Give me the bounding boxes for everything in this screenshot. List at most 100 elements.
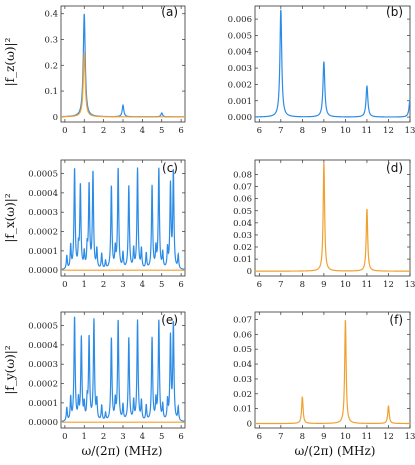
panel-a-xtick-label: 1	[82, 126, 87, 136]
panel-e-series-blue	[60, 316, 186, 423]
panel-d-xtick-label: 10	[340, 280, 351, 290]
panel-a-ytick-label: 0.1	[44, 87, 58, 97]
panel-f-plot: 6 7 8 9 10 11 12 13 0 0.01 0.02 0.03 0.04 0.05 0.06 0.0…	[233, 311, 415, 442]
panel-d-ytick-label: 0.06	[233, 195, 252, 205]
panel-c-ytick-label: 0.0002	[28, 228, 58, 238]
panel-c-ytick-label: 0.0001	[28, 247, 58, 257]
panel-b-xtick-label: 9	[321, 126, 326, 136]
panel-a-label: (a)	[161, 5, 178, 19]
panel-d-ytick-label: 0.04	[233, 219, 252, 229]
panel-a-xtick-label: 6	[178, 126, 183, 136]
panel-e-xtick-label: 5	[159, 432, 164, 442]
panel-a-xtick-label: 4	[140, 126, 145, 136]
panel-c-xtick-label: 4	[140, 280, 145, 290]
panel-d-ytick-label: 0.05	[233, 207, 252, 217]
panel-e-ytick-label: 0.0001	[28, 399, 58, 409]
panel-b-xtick-label: 13	[405, 126, 415, 136]
panel-b-ytick-label: 0.003	[228, 64, 252, 74]
panel-d-xtick-label: 13	[405, 280, 415, 290]
panel-c-ytick-label: 0.0004	[28, 189, 58, 199]
panel-e-ytick-label: 0.0004	[28, 341, 58, 351]
panel-d-xtick-label: 7	[278, 280, 283, 290]
panel-f-ytick-label: 0.01	[233, 405, 252, 415]
panel-e-xtick-label: 4	[140, 432, 145, 442]
panel-c-plot: 0 1 2 3 4 5 6 0.0000 0.0001 0.0002 0.0003 0.0004 0.0…	[28, 159, 186, 290]
panel-d-ytick-label: 0.07	[233, 183, 252, 193]
panel-c-xtick-label: 1	[82, 280, 87, 290]
panel-c-ytick-label: 0.0000	[28, 266, 58, 276]
panel-e-xlabel: ω/(2π) (MHz)	[82, 444, 163, 458]
panel-d-xtick-label: 9	[321, 280, 326, 290]
panel-d-label: (d)	[386, 161, 403, 175]
panel-e-ytick-label: 0.0000	[28, 418, 58, 428]
panel-c: 0 1 2 3 4 5 6 0.0000 0.0001 0.0002 0.0003 0.0004 0.0…	[28, 159, 186, 290]
panel-f-xlabel: ω/(2π) (MHz)	[295, 444, 376, 458]
panel-f-xtick-label: 10	[340, 432, 351, 442]
panel-e-ytick-label: 0.0002	[28, 380, 58, 390]
panel-c-series-blue	[60, 167, 186, 271]
panel-c-label: (c)	[162, 161, 178, 175]
panel-f-ytick-label: 0.02	[233, 390, 252, 400]
panel-c-xtick-label: 6	[178, 280, 183, 290]
panel-d-xtick-label: 6	[257, 280, 262, 290]
panel-d-frame	[254, 159, 411, 277]
panel-b-xtick-label: 8	[300, 126, 305, 136]
panel-b-xtick-label: 6	[257, 126, 262, 136]
panel-a-ytick-label: 0.3	[44, 36, 58, 46]
panel-b-ytick-label: 0.005	[228, 31, 252, 41]
panel-a-xtick-label: 5	[159, 126, 164, 136]
panel-b-xtick-label: 10	[340, 126, 351, 136]
panel-e: 0 1 2 3 4 5 6 0.0000 0.0001 0.0002 0.0003 0.0004 0.0…	[28, 311, 186, 442]
panel-d-ytick-label: 0	[247, 267, 252, 277]
panel-b-xtick-label: 12	[383, 126, 394, 136]
panel-d: 6 7 8 9 10 11 12 13 0 0.01 0.02 0.03 0.04 0.05 0.06 0.0…	[233, 159, 415, 290]
panel-b-ytick-label: 0.004	[228, 48, 252, 58]
panel-b-frame	[254, 5, 411, 123]
panel-f-xtick-label: 13	[405, 432, 415, 442]
panel-e-label: (e)	[161, 313, 178, 327]
panel-f-xtick-label: 8	[300, 432, 305, 442]
panel-f-ytick-label: 0.06	[233, 330, 252, 340]
panel-a-series-orange	[61, 52, 185, 118]
panel-c-xtick-label: 3	[120, 280, 125, 290]
panel-f-xtick-label: 9	[321, 432, 326, 442]
panel-e-xtick-label: 1	[82, 432, 87, 442]
panel-a-xtick-label: 0	[62, 126, 67, 136]
panel-a-xtick-label: 2	[101, 126, 106, 136]
panel-f-series-orange	[255, 320, 410, 425]
panel-c-ytick-label: 0.0005	[28, 170, 58, 180]
panel-f-frame	[254, 311, 411, 429]
panel-f-label: (f)	[389, 313, 403, 327]
panel-e-xtick-label: 6	[178, 432, 183, 442]
panel-c-xtick-label: 5	[159, 280, 164, 290]
panel-d-xtick-label: 11	[362, 280, 373, 290]
panel-e-xtick-label: 2	[101, 432, 106, 442]
panel-a-ylabel: |f_z(ω)|²	[3, 37, 17, 86]
panel-a-ytick-label: 0.4	[44, 10, 58, 20]
panel-d-xtick-label: 8	[300, 280, 305, 290]
panel-d-ytick-label: 0.01	[233, 255, 252, 265]
panel-b-series-blue	[255, 9, 411, 118]
panel-d-plot: 6 7 8 9 10 11 12 13 0 0.01 0.02 0.03 0.04 0.05 0.06 0.0…	[233, 159, 415, 290]
panel-b-ytick-label: 0.006	[228, 15, 252, 25]
panel-b-xtick-label: 7	[278, 126, 283, 136]
panel-b-xtick-label: 11	[362, 126, 373, 136]
panel-c-ytick-label: 0.0003	[28, 208, 58, 218]
panel-d-ytick-label: 0.08	[233, 171, 252, 181]
panel-e-ylabel: |f_y(ω)|²	[3, 345, 17, 394]
panel-f-ytick-label: 0.03	[233, 375, 252, 385]
panel-f-xtick-label: 12	[383, 432, 394, 442]
panel-c-xtick-label: 0	[62, 280, 67, 290]
panel-b-plot: 6 7 8 9 10 11 12 13 0.000 0.001 0.002 0.003 0.004 0.0…	[228, 5, 415, 136]
panel-b-ytick-label: 0.002	[228, 80, 252, 90]
panel-a-ytick-label: 0	[53, 113, 58, 123]
panel-f-ytick-label: 0.07	[233, 315, 252, 325]
panel-f-xtick-label: 6	[257, 432, 262, 442]
panel-a-plot: 0 1 2 3 4 5 6 0 0.1 0.2 0.3 0.4	[44, 5, 186, 136]
panel-f: 6 7 8 9 10 11 12 13 0 0.01 0.02 0.03 0.04 0.05 0.06 0.0…	[233, 311, 415, 442]
panel-b: 6 7 8 9 10 11 12 13 0.000 0.001 0.002 0.003 0.004 0.0…	[228, 5, 415, 136]
panel-f-xtick-label: 7	[278, 432, 283, 442]
panel-d-xtick-label: 12	[383, 280, 394, 290]
panel-b-label: (b)	[386, 5, 403, 19]
panel-b-ytick-label: 0.001	[228, 97, 252, 107]
